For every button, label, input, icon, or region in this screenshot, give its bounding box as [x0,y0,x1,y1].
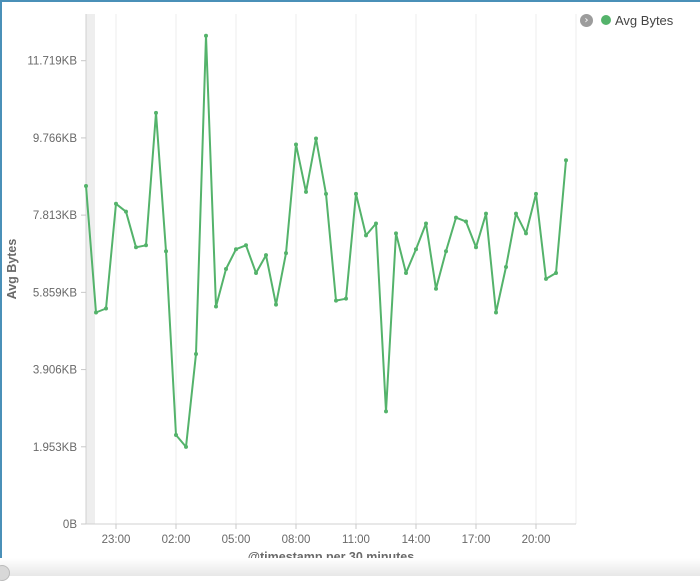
y-axis-ticks: 0B 1.953KB 3.906KB 5.859KB 7.813KB 9.766KB 11.… [27,56,86,531]
chevron-right-icon[interactable]: › [580,13,593,27]
data-point[interactable] [94,310,98,315]
data-point[interactable] [484,211,488,216]
data-point[interactable] [224,267,228,271]
data-point[interactable] [414,247,418,252]
data-point[interactable] [164,249,168,254]
x-tick-label: 23:00 [102,534,131,546]
data-point[interactable] [384,409,388,414]
data-point[interactable] [544,276,548,281]
y-tick-label: 0B [63,519,77,531]
data-point[interactable] [324,191,328,196]
data-point[interactable] [474,245,478,250]
highlight-band [86,14,95,524]
data-point[interactable] [374,221,378,226]
data-point[interactable] [184,444,188,449]
data-point[interactable] [154,110,158,115]
y-tick-label: 9.766KB [33,133,77,145]
y-tick-label: 7.813KB [33,210,77,222]
data-point[interactable] [564,158,568,163]
data-point[interactable] [304,189,308,194]
panel-top-border [0,0,700,2]
data-point[interactable] [394,231,398,236]
panel-bottom-strip [0,558,700,576]
data-point[interactable] [364,233,368,238]
data-point[interactable] [494,310,498,315]
x-tick-label: 02:00 [162,534,191,546]
legend: › Avg Bytes [580,11,673,29]
y-tick-label: 1.953KB [33,442,77,454]
data-point[interactable] [84,183,88,188]
panel-left-border [0,0,2,576]
data-point[interactable] [464,219,468,224]
y-axis-label: Avg Bytes [5,239,19,300]
series-line [85,34,567,448]
y-tick-label: 11.719KB [27,56,77,68]
data-point[interactable] [264,253,268,258]
y-tick-label: 5.859KB [33,287,77,299]
data-point[interactable] [114,201,118,206]
data-point[interactable] [524,231,528,236]
data-point[interactable] [204,33,208,38]
data-point[interactable] [314,136,318,141]
data-point[interactable] [454,215,458,220]
data-point[interactable] [174,433,178,438]
x-tick-label: 08:00 [282,534,311,546]
y-tick-label: 3.906KB [33,365,77,377]
data-point[interactable] [354,191,358,196]
data-point[interactable] [194,352,198,356]
data-point[interactable] [134,245,138,250]
data-point[interactable] [104,306,108,311]
data-point[interactable] [534,191,538,196]
data-point[interactable] [234,247,238,252]
series-layer[interactable] [84,33,568,449]
data-point[interactable] [254,270,258,275]
data-point[interactable] [504,265,508,270]
data-point[interactable] [284,251,288,256]
x-tick-label: 17:00 [462,534,491,546]
data-point[interactable] [124,209,128,214]
x-axis-ticks: 23:00 02:00 05:00 08:00 11:00 14:00 17:00 20:00 [102,524,551,546]
vertical-grid [115,14,577,524]
x-tick-label: 05:00 [222,534,251,546]
data-point[interactable] [444,249,448,254]
data-point[interactable] [424,221,428,226]
resize-handle[interactable] [0,565,10,581]
data-point[interactable] [434,286,438,291]
data-point[interactable] [554,270,558,275]
x-tick-label: 14:00 [402,534,431,546]
data-point[interactable] [214,304,218,309]
data-point[interactable] [294,142,298,147]
legend-color-dot [601,15,611,25]
x-tick-label: 20:00 [522,534,551,546]
data-point[interactable] [144,243,148,248]
data-point[interactable] [274,302,278,307]
legend-item-avg-bytes[interactable]: Avg Bytes [615,12,674,28]
data-point[interactable] [334,298,338,303]
x-tick-label: 11:00 [342,534,370,546]
data-point[interactable] [244,243,248,248]
data-point[interactable] [404,270,408,275]
data-point[interactable] [514,211,518,216]
data-point[interactable] [344,296,348,301]
